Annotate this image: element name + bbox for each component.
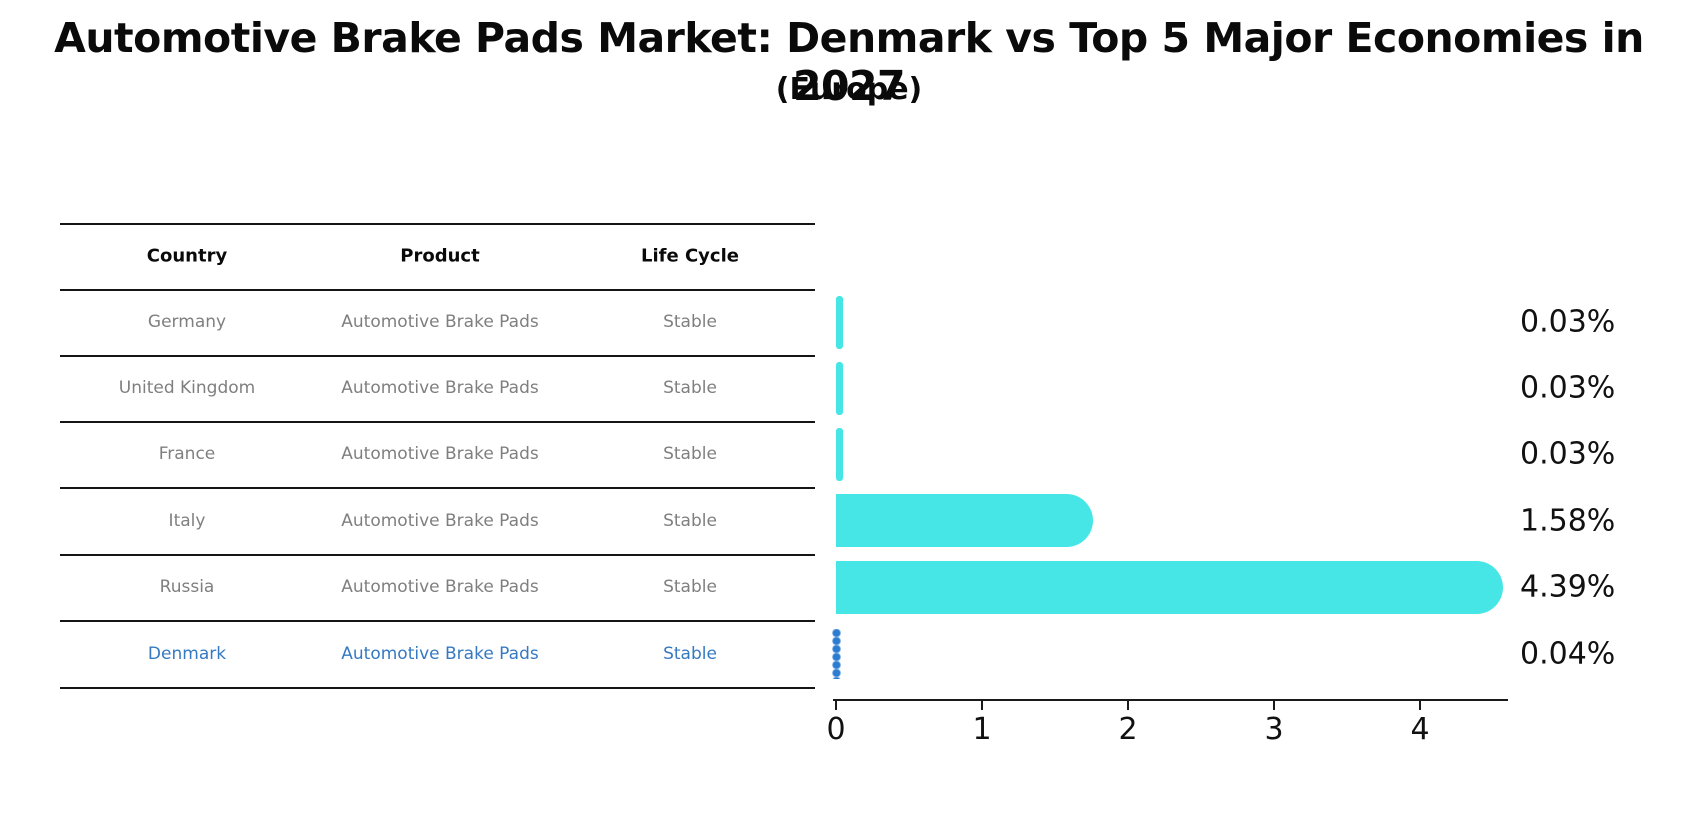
row-cell-life-cycle: Stable (663, 444, 717, 464)
row-cell-life-cycle: Stable (663, 510, 717, 531)
bar (836, 494, 1094, 547)
row-cell-country: Russia (159, 577, 215, 597)
bar (836, 560, 1504, 614)
x-tick-label: 1 (972, 712, 992, 747)
x-tick-label: 0 (826, 712, 846, 747)
row-cell-product: Automotive Brake Pads (341, 378, 539, 398)
col-header-product: Product (400, 245, 480, 267)
chart-title: Automotive Brake Pads Market: Denmark vs… (54, 14, 1644, 110)
table-rule (60, 487, 815, 489)
row-cell-product: Automotive Brake Pads (341, 510, 539, 531)
row-cell-country: United Kingdom (118, 378, 256, 398)
value-label: 0.04% (1520, 636, 1616, 671)
table-rule (60, 620, 815, 622)
table-rule (60, 223, 815, 225)
table-rule (60, 554, 815, 556)
value-label: 0.03% (1520, 436, 1616, 472)
row-cell-country: Italy (168, 510, 206, 531)
x-axis-tick (1419, 701, 1421, 710)
chart-subtitle: (Europe) (775, 72, 923, 107)
x-tick-label: 3 (1264, 712, 1284, 747)
row-cell-country: France (158, 444, 216, 464)
row-cell-country: Germany (147, 312, 227, 332)
row-cell-life-cycle: Stable (663, 312, 717, 332)
x-tick-label: 4 (1410, 712, 1430, 747)
bar (836, 361, 843, 415)
value-label: 0.03% (1520, 304, 1616, 340)
bar (836, 427, 843, 481)
x-axis-tick (981, 701, 983, 710)
value-label: 0.03% (1520, 370, 1616, 406)
col-header-country: Country (146, 245, 228, 267)
row-cell-product: Automotive Brake Pads (341, 444, 539, 464)
row-cell-product: Automotive Brake Pads (341, 312, 539, 332)
row-cell-country: Denmark (147, 643, 227, 664)
row-cell-product: Automotive Brake Pads (341, 577, 539, 597)
bar-denmark-dotted (832, 628, 841, 679)
table-rule (60, 355, 815, 357)
x-axis-line (833, 699, 1508, 701)
x-axis-tick (1127, 701, 1129, 710)
col-header-life-cycle: Life Cycle (641, 245, 739, 267)
table-rule (60, 687, 815, 689)
table-rule (60, 289, 815, 291)
row-cell-life-cycle: Stable (663, 378, 717, 398)
row-cell-life-cycle: Stable (663, 643, 717, 664)
row-cell-life-cycle: Stable (663, 577, 717, 597)
x-axis-tick (835, 701, 837, 710)
row-cell-product: Automotive Brake Pads (341, 643, 539, 664)
bar (836, 295, 843, 349)
table-rule (60, 421, 815, 423)
value-label: 1.58% (1520, 503, 1616, 538)
x-tick-label: 2 (1118, 712, 1138, 747)
value-label: 4.39% (1520, 569, 1616, 605)
x-axis-tick (1273, 701, 1275, 710)
